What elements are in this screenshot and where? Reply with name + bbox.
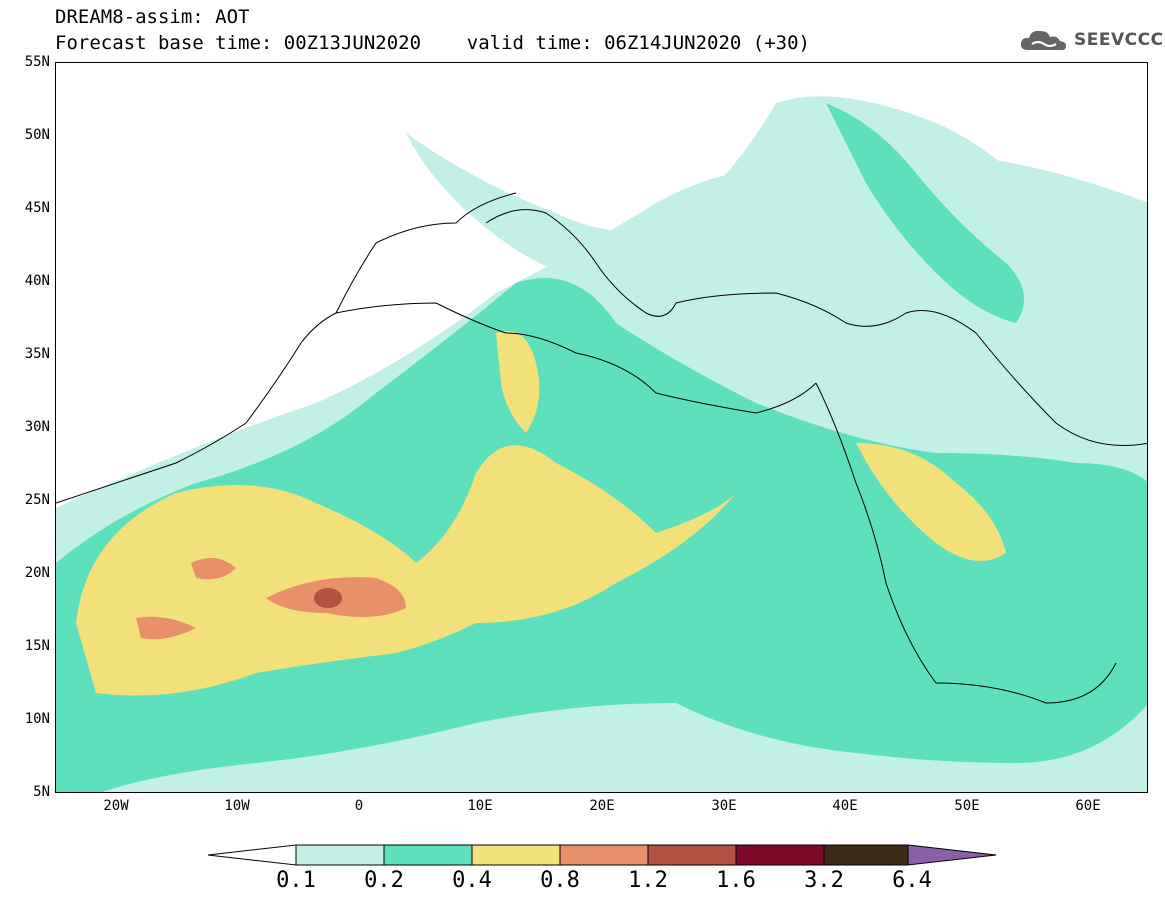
- aot-band-1-2: [314, 588, 342, 608]
- aot-band-0-1-north: [406, 96, 1056, 293]
- lon-label-20w: 20W: [103, 798, 129, 814]
- colorbar-box-1: [383, 844, 473, 866]
- colorbar-label-0-4: 0.4: [452, 868, 492, 893]
- colorbar-box-6: [823, 844, 909, 866]
- aot-band-0-4: [76, 445, 736, 696]
- colorbar-box-3: [559, 844, 649, 866]
- coastlines: [56, 192, 1147, 704]
- lon-label-40e: 40E: [832, 798, 858, 814]
- colorbar-under-triangle: [207, 844, 297, 866]
- aot-map: [55, 62, 1148, 793]
- colorbar-box-0: [295, 844, 385, 866]
- aot-band-0-4-arabia: [856, 443, 1006, 561]
- aot-field-plot: [56, 96, 1147, 792]
- lon-label-50e: 50E: [954, 798, 980, 814]
- colorbar-label-0-8: 0.8: [540, 868, 580, 893]
- colorbar-label-6-4: 6.4: [892, 868, 932, 893]
- forecast-time-subtitle: Forecast base time: 00Z13JUN2020 valid t…: [55, 32, 810, 54]
- aot-band-0-2-east: [826, 103, 1024, 323]
- logo-text: SEEVCCC: [1074, 30, 1164, 50]
- lon-label-30e: 30E: [711, 798, 737, 814]
- map-title: DREAM8-assim: AOT: [55, 6, 250, 28]
- lat-label-35n: 35N: [24, 346, 50, 362]
- lat-label-55n: 55N: [24, 54, 50, 70]
- lon-label-0: 0: [354, 798, 364, 814]
- aot-shading: [56, 96, 1147, 792]
- lat-label-40n: 40N: [24, 273, 50, 289]
- seevccc-logo: SEEVCCC: [1018, 26, 1164, 54]
- lon-label-60e: 60E: [1075, 798, 1101, 814]
- colorbar-box-2: [471, 844, 561, 866]
- lat-label-25n: 25N: [24, 492, 50, 508]
- cloud-logo-icon: [1020, 30, 1067, 51]
- lon-label-10e: 10E: [467, 798, 493, 814]
- colorbar-label-3-2: 3.2: [804, 868, 844, 893]
- aot-band-0-4-libya: [496, 331, 540, 433]
- aot-colorbar: [207, 844, 997, 866]
- colorbar-label-1-2: 1.2: [628, 868, 668, 893]
- colorbar-over-triangle: [907, 844, 997, 866]
- lat-label-5n: 5N: [33, 784, 50, 800]
- lat-label-20n: 20N: [24, 565, 50, 581]
- lon-label-10w: 10W: [224, 798, 250, 814]
- lat-label-10n: 10N: [24, 711, 50, 727]
- aot-band-0-8-west: [191, 558, 236, 580]
- lat-label-15n: 15N: [24, 638, 50, 654]
- aot-band-0-8-coast: [136, 616, 196, 640]
- lat-label-30n: 30N: [24, 419, 50, 435]
- lon-label-20e: 20E: [589, 798, 615, 814]
- colorbar-label-0-2: 0.2: [364, 868, 404, 893]
- colorbar-label-1-6: 1.6: [716, 868, 756, 893]
- lat-label-50n: 50N: [24, 127, 50, 143]
- colorbar-box-4: [647, 844, 737, 866]
- colorbar-label-0-1: 0.1: [276, 868, 316, 893]
- colorbar-box-5: [735, 844, 825, 866]
- lat-label-45n: 45N: [24, 200, 50, 216]
